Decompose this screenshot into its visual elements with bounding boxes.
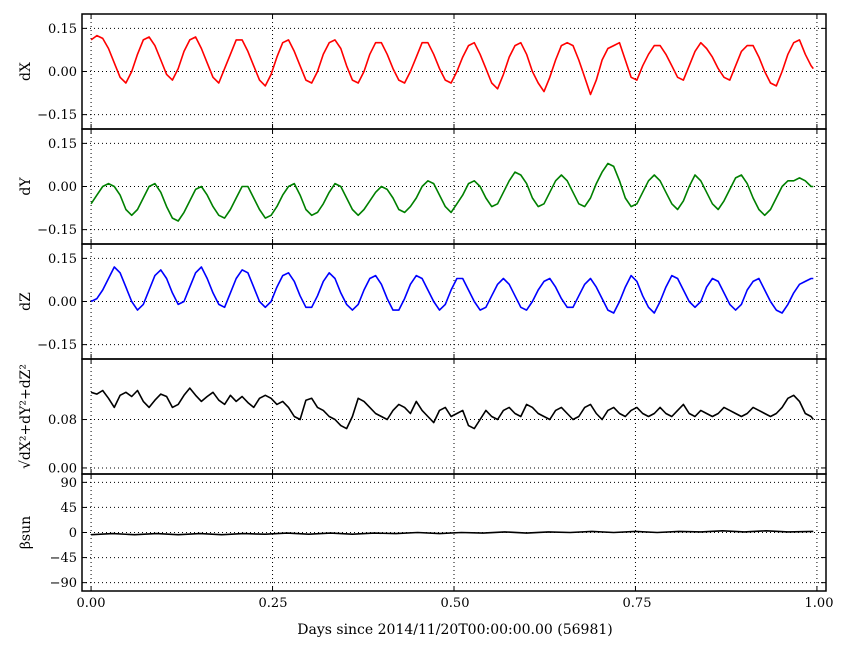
y-axis-label-dx: dX <box>18 62 34 81</box>
series-line-dx <box>90 34 814 96</box>
x-tick-label: 0.75 <box>623 596 652 611</box>
x-tick-label: 0.50 <box>441 596 470 611</box>
x-tick-label: 1.00 <box>805 596 834 611</box>
y-tick-label: 0.00 <box>48 180 77 195</box>
y-tick-label: 0.00 <box>48 461 77 476</box>
series-line-norm <box>90 387 814 430</box>
series-line-beta <box>91 529 814 536</box>
subplot-norm: 0.00 0.08 √dX²+dY²+dZ² <box>18 358 827 476</box>
y-tick-label: −45 <box>50 551 77 566</box>
y-tick-label: 90 <box>60 476 77 491</box>
y-axis-label-dy: dY <box>18 177 34 196</box>
y-tick-label: −90 <box>50 576 77 591</box>
y-tick-label: 45 <box>60 501 77 516</box>
x-tick-label: 0.00 <box>77 596 106 611</box>
y-axis-label-norm: √dX²+dY²+dZ² <box>18 364 34 469</box>
y-axis-label-beta: βsun <box>18 516 34 549</box>
x-tick-label: 0.25 <box>259 596 288 611</box>
y-tick-label: 0.08 <box>48 413 77 428</box>
series-line-dz <box>90 266 814 314</box>
series-line-dy <box>90 162 814 222</box>
y-tick-label: 0.15 <box>48 22 77 37</box>
y-tick-label: −0.15 <box>37 108 77 123</box>
x-axis-label: Days since 2014/11/20T00:00:00.00 (56981… <box>297 622 612 638</box>
y-tick-label: 0.00 <box>48 295 77 310</box>
y-tick-label: 0.00 <box>48 65 77 80</box>
y-tick-label: 0 <box>69 526 77 541</box>
x-tick-labels: 0.00 0.25 0.50 0.75 1.00 <box>77 596 834 611</box>
subplot-beta: 90 45 0 −45 −90 βsun <box>18 473 827 592</box>
subplots: 0.15 0.00 −0.15 dX 0.15 0.00 −0.15 dY 0.15 0.00 −0… <box>18 13 827 592</box>
axes-frame <box>81 473 827 592</box>
y-tick-label: −0.15 <box>37 223 77 238</box>
y-tick-label: 0.15 <box>48 252 77 267</box>
y-tick-label: −0.15 <box>37 338 77 353</box>
y-tick-label: 0.15 <box>48 137 77 152</box>
y-axis-label-dz: dZ <box>18 292 34 311</box>
